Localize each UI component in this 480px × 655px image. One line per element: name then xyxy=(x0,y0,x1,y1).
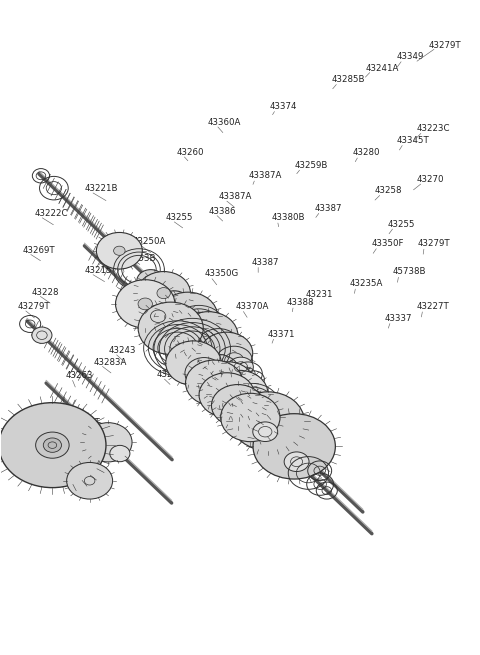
Ellipse shape xyxy=(110,445,130,462)
Text: 43345T: 43345T xyxy=(397,136,430,145)
Text: 43259B: 43259B xyxy=(295,161,328,170)
Ellipse shape xyxy=(84,422,132,462)
Ellipse shape xyxy=(116,280,175,328)
Text: 43388: 43388 xyxy=(287,298,314,307)
Ellipse shape xyxy=(36,432,69,458)
Text: 43285B: 43285B xyxy=(332,75,365,84)
Ellipse shape xyxy=(253,414,336,479)
Text: 43231: 43231 xyxy=(306,290,334,299)
Text: 43243: 43243 xyxy=(108,346,136,355)
Ellipse shape xyxy=(138,298,152,310)
Ellipse shape xyxy=(166,341,221,385)
Text: 45738B: 45738B xyxy=(392,267,426,276)
Ellipse shape xyxy=(144,305,172,328)
Text: 43350G: 43350G xyxy=(204,269,239,278)
Ellipse shape xyxy=(159,291,190,316)
Ellipse shape xyxy=(138,302,203,354)
Text: 43255: 43255 xyxy=(166,213,193,222)
Ellipse shape xyxy=(96,233,143,269)
Text: 43215: 43215 xyxy=(84,266,112,275)
Text: 43387A: 43387A xyxy=(249,172,282,180)
Text: 43387: 43387 xyxy=(314,204,342,213)
Text: 43260: 43260 xyxy=(177,148,204,157)
Text: 43258: 43258 xyxy=(375,187,402,195)
Text: 43374: 43374 xyxy=(270,102,297,111)
Text: 43222C: 43222C xyxy=(34,209,68,218)
Ellipse shape xyxy=(191,350,219,373)
Text: 43283A: 43283A xyxy=(94,358,127,367)
Ellipse shape xyxy=(85,422,105,438)
Ellipse shape xyxy=(201,362,254,403)
Ellipse shape xyxy=(43,438,61,453)
Text: 43384: 43384 xyxy=(185,323,213,332)
Text: 43255: 43255 xyxy=(387,219,415,229)
Ellipse shape xyxy=(284,452,309,472)
Text: 43337: 43337 xyxy=(384,314,412,323)
Ellipse shape xyxy=(67,462,113,499)
Text: 43279T: 43279T xyxy=(418,239,451,248)
Ellipse shape xyxy=(186,360,243,406)
Ellipse shape xyxy=(199,373,254,417)
Text: 43240: 43240 xyxy=(170,337,198,346)
Text: 43360A: 43360A xyxy=(207,118,241,127)
Ellipse shape xyxy=(179,312,238,360)
Ellipse shape xyxy=(231,392,304,451)
Ellipse shape xyxy=(253,422,277,441)
Ellipse shape xyxy=(228,357,253,377)
Text: 43228: 43228 xyxy=(32,288,60,297)
Text: 43235A: 43235A xyxy=(349,279,383,288)
Ellipse shape xyxy=(137,272,191,314)
Text: 43387A: 43387A xyxy=(218,193,252,201)
Text: 43241A: 43241A xyxy=(365,64,399,73)
Text: 43270: 43270 xyxy=(416,176,444,184)
Text: 43371: 43371 xyxy=(268,329,295,339)
Text: 43386: 43386 xyxy=(209,207,236,215)
Text: 43250A: 43250A xyxy=(132,236,166,246)
Ellipse shape xyxy=(211,370,268,417)
Ellipse shape xyxy=(212,384,264,426)
Text: 43221B: 43221B xyxy=(84,185,118,193)
Text: 43269T: 43269T xyxy=(22,246,55,255)
Text: 43227T: 43227T xyxy=(416,302,449,311)
Ellipse shape xyxy=(221,393,280,441)
Text: 43223C: 43223C xyxy=(416,124,450,134)
Ellipse shape xyxy=(137,270,165,292)
Text: 43371: 43371 xyxy=(218,346,246,355)
Text: 43263: 43263 xyxy=(65,371,93,380)
Text: 43350F: 43350F xyxy=(372,239,404,248)
Text: 43280: 43280 xyxy=(352,149,380,157)
Text: 43279T: 43279T xyxy=(17,302,50,311)
Text: 43380B: 43380B xyxy=(271,213,305,222)
Ellipse shape xyxy=(32,327,52,343)
Ellipse shape xyxy=(200,332,252,374)
Text: 43279T: 43279T xyxy=(429,41,462,50)
Text: 43253B: 43253B xyxy=(123,253,156,263)
Ellipse shape xyxy=(0,403,106,487)
Ellipse shape xyxy=(114,246,125,255)
Text: 43349: 43349 xyxy=(397,52,424,61)
Ellipse shape xyxy=(158,292,217,341)
Ellipse shape xyxy=(157,288,170,299)
Text: 43347T: 43347T xyxy=(68,419,100,428)
Text: 43235A: 43235A xyxy=(156,370,190,379)
Text: 43370A: 43370A xyxy=(235,302,269,311)
Text: 43387: 43387 xyxy=(252,257,279,267)
